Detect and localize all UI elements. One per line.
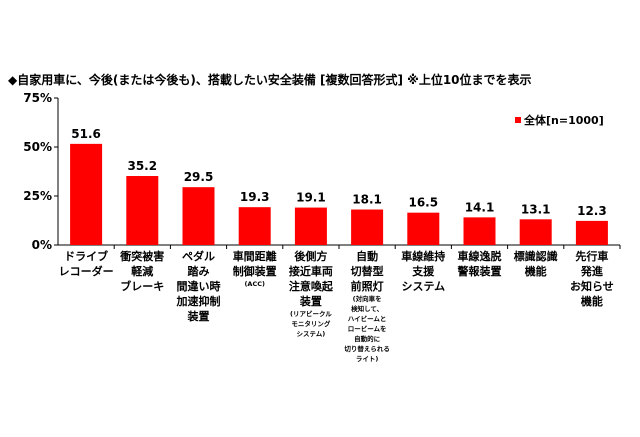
category-label: 前照灯 [351, 279, 384, 293]
category-label: 間違い時 [177, 279, 221, 293]
chart-title: ◆自家用車に、今後(または今後も)、搭載したい安全装備 [複数回答形式] ※上位… [8, 72, 532, 87]
data-label: 13.1 [521, 202, 551, 216]
category-label: 標識認識 [514, 249, 558, 263]
category-note: ハイビームと [348, 314, 387, 323]
category-labels: ドライブレコーダー衝突被害軽減ブレーキペダル踏み間違い時加速抑制装置車間距離制御… [59, 249, 614, 363]
bar [294, 207, 327, 245]
data-label: 29.5 [184, 170, 214, 184]
category-label: 機能 [581, 294, 603, 308]
data-label: 51.6 [71, 127, 101, 141]
bar [351, 209, 384, 245]
category-label: 支援 [411, 264, 435, 278]
category-label: 軽減 [131, 264, 153, 278]
category-label: 注意喚起 [289, 279, 334, 293]
data-label: 14.1 [465, 200, 495, 214]
category-note: 自動的に [354, 334, 380, 343]
category-label: レコーダー [59, 264, 114, 278]
category-label: ドライブ [64, 249, 108, 263]
bar [575, 220, 608, 245]
bar [70, 143, 103, 245]
category-label: 後側方 [294, 249, 327, 263]
bar [463, 217, 496, 245]
category-label: 制御装置 [233, 264, 277, 278]
category-label: システム [401, 280, 445, 293]
category-label: 車間距離 [233, 249, 277, 263]
category-label: 先行車 [575, 249, 608, 263]
category-label: 踏み [188, 264, 210, 278]
category-note: モニタリング [291, 319, 331, 328]
category-note: 検知して、 [351, 304, 383, 313]
bar [238, 207, 271, 245]
category-note: ライト) [356, 355, 379, 363]
category-label: 装置 [299, 294, 322, 308]
category-note: (ACC) [244, 280, 265, 288]
data-label: 18.1 [352, 193, 382, 207]
category-label: 接近車両 [289, 264, 333, 278]
y-tick-label: 75% [23, 91, 52, 105]
legend: 全体[n=1000] [515, 113, 604, 127]
category-label: 車線維持 [401, 249, 445, 263]
y-tick-label: 50% [23, 140, 52, 154]
bar [519, 219, 552, 245]
data-label: 19.1 [296, 191, 326, 205]
category-label: 装置 [187, 309, 210, 323]
category-label: 自動 [356, 249, 378, 263]
category-label: 機能 [525, 264, 547, 278]
category-label: 加速抑制 [176, 294, 221, 308]
y-tick-label: 0% [32, 238, 52, 252]
data-label: 12.3 [577, 204, 607, 218]
category-label: ブレーキ [120, 279, 164, 293]
category-note: (リアビークル [290, 309, 332, 318]
category-label: 発進 [580, 264, 604, 278]
bar [407, 212, 440, 245]
category-label: 切替型 [351, 264, 384, 278]
category-note: システム) [297, 330, 326, 338]
legend-swatch [515, 117, 521, 123]
category-note: 切り替えられる [344, 344, 390, 353]
category-label: 車線逸脱 [458, 249, 502, 263]
bar [126, 176, 159, 245]
bar [182, 187, 215, 245]
category-note: (対向車を [353, 294, 382, 303]
category-label: ペダル [182, 249, 215, 263]
category-label: 衝突被害 [119, 249, 164, 263]
data-label: 19.3 [240, 190, 270, 204]
bar-series: 51.6 35.2 29.5 19.3 19.1 18.1 16.5 14.1 13.1 12.3 [70, 127, 608, 245]
category-label: お知らせ [570, 279, 614, 293]
data-label: 16.5 [408, 196, 438, 210]
data-label: 35.2 [127, 159, 157, 173]
legend-label: 全体[n=1000] [523, 113, 604, 127]
y-tick-label: 25% [23, 189, 52, 203]
category-label: 警報装置 [457, 264, 502, 278]
category-note: ロービームを [348, 324, 387, 333]
